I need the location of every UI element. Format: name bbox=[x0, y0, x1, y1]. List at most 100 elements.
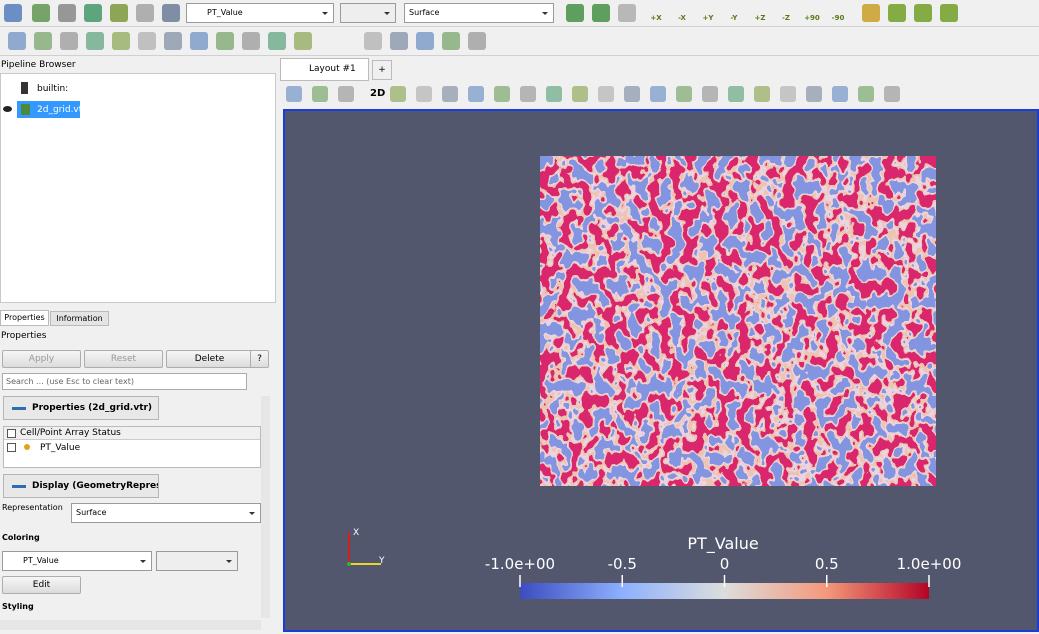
toolbar-button[interactable] bbox=[60, 32, 78, 50]
toolbar-button[interactable] bbox=[442, 86, 458, 102]
toolbar-button[interactable] bbox=[390, 32, 408, 50]
toolbar-button[interactable] bbox=[162, 4, 180, 22]
legend-title: PT_Value bbox=[687, 534, 758, 554]
toolbar-button[interactable] bbox=[832, 86, 848, 102]
toolbar-button[interactable] bbox=[468, 86, 484, 102]
camera-button[interactable]: +90 bbox=[804, 14, 820, 22]
main-toolbar bbox=[0, 0, 1039, 27]
toolbar-button[interactable] bbox=[780, 86, 796, 102]
layout-tab[interactable]: Layout #1 bbox=[280, 58, 369, 81]
toolbar-button[interactable] bbox=[34, 32, 52, 50]
visibility-eye[interactable] bbox=[3, 106, 12, 112]
toolbar-button[interactable] bbox=[190, 32, 208, 50]
toolbar-button[interactable] bbox=[390, 86, 406, 102]
toolbar-button[interactable] bbox=[416, 86, 432, 102]
representation-combo[interactable]: Surface bbox=[71, 503, 261, 523]
scrollbar[interactable] bbox=[261, 396, 270, 618]
toolbar-button[interactable] bbox=[268, 32, 286, 50]
camera-button[interactable]: +X bbox=[650, 14, 662, 22]
toolbar-button[interactable] bbox=[110, 4, 128, 22]
toolbar-button[interactable] bbox=[728, 86, 744, 102]
toolbar-button[interactable] bbox=[566, 4, 584, 22]
toolbar-button[interactable] bbox=[888, 4, 906, 22]
pipeline-item[interactable]: 2d_grid.vtr bbox=[37, 105, 86, 115]
toolbar-button[interactable] bbox=[624, 86, 640, 102]
scrollbar[interactable] bbox=[0, 620, 261, 630]
tab[interactable]: Properties bbox=[0, 310, 49, 326]
help-button[interactable]: ? bbox=[250, 350, 269, 368]
component-combo[interactable] bbox=[340, 3, 396, 23]
toolbar-button[interactable] bbox=[58, 4, 76, 22]
toolbar-button[interactable] bbox=[86, 32, 104, 50]
reset-button[interactable]: Reset bbox=[84, 350, 163, 368]
server-icon bbox=[21, 82, 28, 94]
camera-button[interactable]: -Z bbox=[782, 14, 790, 22]
delete-button[interactable]: Delete bbox=[166, 350, 253, 368]
section-header[interactable]: Properties (2d_grid.vtr) bbox=[3, 396, 159, 420]
filters-toolbar bbox=[0, 28, 1039, 56]
camera-button[interactable]: -Y bbox=[730, 14, 738, 22]
edit-button[interactable]: Edit bbox=[2, 576, 81, 594]
toolbar-button[interactable] bbox=[338, 86, 354, 102]
toolbar-button[interactable] bbox=[112, 32, 130, 50]
toolbar-button[interactable] bbox=[940, 4, 958, 22]
toolbar-button[interactable] bbox=[84, 4, 102, 22]
camera-button[interactable]: -90 bbox=[831, 14, 845, 22]
toolbar-button[interactable] bbox=[572, 86, 588, 102]
search-box[interactable]: Search ... (use Esc to clear text) bbox=[2, 373, 247, 390]
toolbar-button[interactable] bbox=[286, 86, 302, 102]
toolbar-button[interactable] bbox=[914, 4, 932, 22]
toolbar-button[interactable] bbox=[294, 32, 312, 50]
checkbox[interactable] bbox=[7, 429, 16, 438]
panel-title: Pipeline Browser bbox=[1, 60, 76, 70]
toolbar-button[interactable] bbox=[468, 32, 486, 50]
new-tab-button[interactable]: + bbox=[372, 60, 392, 80]
axis-label: Y bbox=[378, 556, 385, 566]
toolbar-button[interactable] bbox=[598, 86, 614, 102]
toolbar-button[interactable] bbox=[4, 4, 22, 22]
toolbar-button[interactable] bbox=[520, 86, 536, 102]
point-icon bbox=[24, 444, 30, 450]
toolbar-button[interactable] bbox=[676, 86, 692, 102]
source-icon bbox=[21, 104, 30, 115]
toolbar-button[interactable] bbox=[216, 32, 234, 50]
camera-button[interactable]: +Y bbox=[702, 14, 714, 22]
toolbar-button[interactable] bbox=[416, 32, 434, 50]
toolbar-button[interactable] bbox=[164, 32, 182, 50]
coloring-combo[interactable]: PT_Value bbox=[2, 551, 152, 571]
toolbar-button[interactable] bbox=[592, 4, 610, 22]
representation-combo[interactable]: Surface bbox=[404, 3, 554, 23]
toolbar-button[interactable] bbox=[806, 86, 822, 102]
color-array-combo[interactable]: PT_Value bbox=[186, 3, 334, 23]
toolbar-button[interactable] bbox=[702, 86, 718, 102]
toolbar-button[interactable] bbox=[858, 86, 874, 102]
render-view[interactable]: X Y PT_Value -1.0e+00 -0.5 0 0.5 1.0e+00 bbox=[283, 109, 1039, 632]
pipeline-item[interactable]: builtin: bbox=[37, 84, 69, 94]
toolbar-button[interactable] bbox=[754, 86, 770, 102]
color-legend: PT_Value -1.0e+00 -0.5 0 0.5 1.0e+00 bbox=[485, 534, 961, 599]
toolbar-button[interactable] bbox=[494, 86, 510, 102]
toolbar-button[interactable] bbox=[884, 86, 900, 102]
toolbar-button[interactable] bbox=[862, 4, 880, 22]
toolbar-button[interactable] bbox=[8, 32, 26, 50]
camera-button[interactable]: -X bbox=[678, 14, 686, 22]
section-header[interactable]: Display (GeometryRepresentat bbox=[3, 474, 159, 498]
toolbar-button[interactable] bbox=[312, 86, 328, 102]
toolbar-button[interactable] bbox=[442, 32, 460, 50]
toolbar-button[interactable] bbox=[364, 32, 382, 50]
tab[interactable]: Information bbox=[50, 311, 109, 326]
camera-button[interactable]: +Z bbox=[754, 14, 766, 22]
component-combo[interactable] bbox=[156, 551, 238, 571]
2d-button[interactable]: 2D bbox=[370, 88, 386, 99]
toolbar-button[interactable] bbox=[136, 4, 154, 22]
toolbar-button[interactable] bbox=[650, 86, 666, 102]
toolbar-button[interactable] bbox=[546, 86, 562, 102]
toolbar-button[interactable] bbox=[32, 4, 50, 22]
toolbar-button[interactable] bbox=[138, 32, 156, 50]
apply-button[interactable]: Apply bbox=[2, 350, 81, 368]
checkbox[interactable] bbox=[7, 443, 16, 452]
toolbar-button[interactable] bbox=[618, 4, 636, 22]
toolbar-button[interactable] bbox=[242, 32, 260, 50]
panel-title: Properties bbox=[1, 331, 47, 341]
